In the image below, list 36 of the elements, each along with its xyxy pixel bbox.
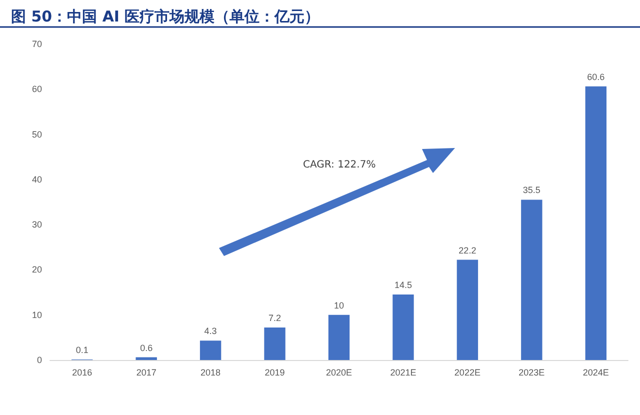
bar bbox=[585, 86, 606, 360]
data-label: 60.6 bbox=[587, 72, 605, 82]
bar bbox=[456, 260, 478, 360]
bar bbox=[264, 327, 286, 360]
x-tick-label: 2022E bbox=[454, 368, 480, 378]
x-tick-label: 2021E bbox=[390, 368, 416, 378]
y-tick-label: 70 bbox=[32, 39, 42, 49]
data-label: 7.2 bbox=[268, 312, 282, 323]
data-label: 0.6 bbox=[140, 342, 153, 353]
data-label: 0.1 bbox=[76, 345, 88, 356]
annotation: CAGR: 122.7% bbox=[303, 160, 376, 170]
y-tick-label: 60 bbox=[32, 84, 42, 94]
x-tick-label: 2024E bbox=[582, 368, 609, 378]
bar bbox=[136, 357, 157, 360]
y-tick-label: 10 bbox=[32, 310, 42, 320]
bar bbox=[521, 200, 542, 360]
data-label: 22.2 bbox=[458, 245, 476, 256]
data-label: 10 bbox=[334, 300, 344, 310]
y-tick-label: 0 bbox=[36, 355, 42, 365]
bar bbox=[328, 314, 350, 360]
y-tick-label: 20 bbox=[32, 264, 42, 275]
data-label: 35.5 bbox=[522, 185, 540, 196]
bar bbox=[200, 340, 222, 360]
chart-title: 图 50：中国 AI 医疗市场规模（单位：亿元） bbox=[11, 8, 320, 26]
y-tick-label: 50 bbox=[32, 129, 42, 140]
x-tick-label: 2020E bbox=[326, 368, 352, 378]
x-tick-label: 2019 bbox=[264, 368, 285, 378]
x-tick-label: 2016 bbox=[72, 368, 92, 378]
data-label: 14.5 bbox=[394, 280, 412, 290]
x-tick-label: 2023E bbox=[518, 368, 545, 378]
x-tick-label: 2018 bbox=[200, 368, 221, 378]
x-tick-label: 2017 bbox=[136, 368, 156, 378]
bar bbox=[392, 294, 414, 360]
y-tick-label: 40 bbox=[32, 174, 42, 184]
data-label: 4.3 bbox=[204, 326, 217, 336]
y-tick-label: 30 bbox=[32, 220, 42, 230]
